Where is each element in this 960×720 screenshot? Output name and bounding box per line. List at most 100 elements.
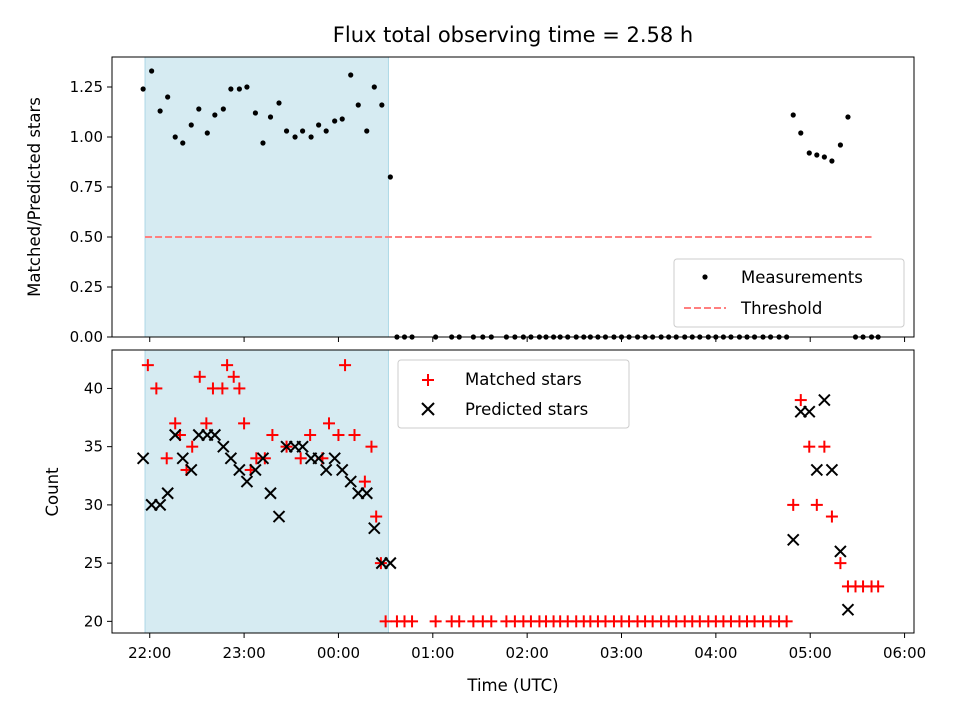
- bottom-y-tick-label: 25: [84, 554, 103, 572]
- matched-star-point: [810, 498, 823, 511]
- predicted-star-point: [810, 463, 824, 477]
- x-tick-label: 06:00: [883, 644, 926, 662]
- matched-star-point: [485, 615, 498, 628]
- x-tick-label: 05:00: [789, 644, 832, 662]
- matched-star-point: [304, 429, 317, 442]
- predicted-star-point: [834, 545, 847, 558]
- predicted-star-point: [176, 452, 189, 465]
- matched-star-point: [193, 370, 206, 383]
- matched-star-point: [406, 615, 419, 628]
- measurement-point: [323, 128, 329, 134]
- matched-star-point: [160, 452, 173, 465]
- legend-matched-marker: [422, 374, 434, 386]
- matched-star-point: [294, 452, 307, 465]
- predicted-stars-points: [136, 393, 855, 616]
- matched-star-point: [169, 417, 182, 430]
- measurement-point: [267, 114, 274, 120]
- top-axes-frame: [111, 56, 915, 338]
- x-tick-label: 22:00: [128, 644, 171, 662]
- x-tick-label: 03:00: [600, 644, 643, 662]
- matched-star-point: [266, 429, 279, 442]
- measurement-point: [236, 86, 242, 92]
- measurement-point: [308, 134, 314, 140]
- measurement-point: [244, 84, 250, 90]
- top-x-ticks: [149, 337, 906, 342]
- legend-measurements-marker: [702, 274, 708, 280]
- matched-star-point: [227, 370, 240, 383]
- top-y-axis: 0.00 0.25 0.50 0.75 1.00 1.25: [70, 78, 112, 346]
- measurement-point: [204, 130, 210, 136]
- predicted-star-point: [249, 463, 262, 477]
- x-tick-label: 01:00: [411, 644, 454, 662]
- predicted-star-point: [296, 440, 309, 453]
- matched-star-point: [818, 440, 831, 453]
- bottom-y-tick-label: 30: [84, 496, 103, 514]
- measurement-point: [299, 128, 306, 134]
- measurement-point: [149, 68, 155, 74]
- legend-predicted-label: Predicted stars: [465, 400, 588, 419]
- matched-star-point: [200, 417, 213, 430]
- measurement-point: [228, 86, 234, 92]
- measurement-point: [180, 140, 186, 146]
- measurement-point: [140, 86, 146, 92]
- matched-star-point: [429, 615, 442, 628]
- predicted-star-point: [841, 603, 855, 616]
- matched-star-point: [872, 580, 885, 593]
- matched-star-point: [794, 394, 807, 407]
- measurement-point: [806, 150, 812, 156]
- matched-star-point: [834, 557, 847, 570]
- predicted-star-point: [368, 521, 381, 535]
- top-shaded-region: [144, 56, 389, 338]
- matched-star-point: [780, 615, 793, 628]
- predicted-star-point: [328, 452, 341, 465]
- measurement-point: [355, 102, 361, 108]
- measurement-point: [790, 112, 796, 118]
- matched-star-point: [365, 440, 378, 453]
- predicted-star-point: [344, 475, 357, 488]
- top-legend: Measurements Threshold: [673, 258, 905, 328]
- x-tick-label: 00:00: [317, 644, 360, 662]
- predicted-star-point: [312, 452, 325, 465]
- x-tick-label: 04:00: [694, 644, 737, 662]
- measurement-point: [379, 102, 385, 108]
- measurement-point: [845, 114, 851, 120]
- measurement-point: [339, 116, 345, 122]
- predicted-star-point: [360, 487, 373, 500]
- top-y-axis-label: Matched/Predicted stars: [25, 97, 44, 297]
- measurement-point: [172, 134, 178, 140]
- matched-star-point: [238, 417, 251, 430]
- bottom-y-tick-label: 20: [84, 612, 103, 630]
- matched-star-point: [453, 615, 466, 628]
- matched-star-point: [150, 382, 163, 395]
- predicted-star-point: [185, 463, 198, 477]
- top-y-tick-label: 0.50: [70, 228, 103, 246]
- measurement-point: [220, 106, 226, 112]
- top-y-tick-label: 1.00: [70, 128, 103, 146]
- measurement-point: [332, 118, 338, 124]
- top-legend-box: [673, 258, 905, 328]
- legend-predicted-marker: [421, 402, 435, 416]
- predicted-star-point: [803, 405, 816, 418]
- matched-star-point: [332, 429, 345, 442]
- matched-star-point: [825, 510, 838, 523]
- predicted-star-point: [224, 452, 238, 465]
- matched-star-point: [186, 440, 199, 453]
- matched-star-point: [233, 382, 246, 395]
- legend-matched-label: Matched stars: [465, 370, 582, 389]
- matched-star-point: [258, 452, 271, 465]
- predicted-star-point: [217, 440, 230, 453]
- measurement-point: [196, 106, 202, 112]
- measurement-point: [165, 94, 171, 100]
- top-y-tick-label: 1.25: [70, 78, 103, 96]
- legend-threshold-label: Threshold: [740, 299, 822, 318]
- measurement-point: [260, 140, 266, 146]
- measurement-point: [814, 152, 820, 158]
- predicted-star-point: [319, 463, 333, 477]
- matched-star-point: [358, 475, 371, 488]
- measurement-point: [837, 142, 844, 148]
- measurement-point: [292, 134, 298, 140]
- measurement-point: [348, 72, 354, 78]
- bottom-shaded-region: [144, 349, 389, 634]
- predicted-star-point: [136, 452, 150, 465]
